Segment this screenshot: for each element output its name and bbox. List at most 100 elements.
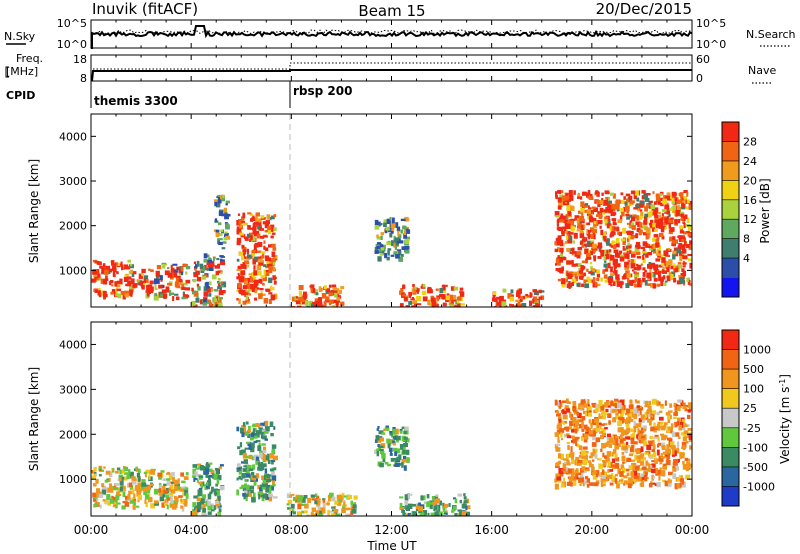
echo-cell [559, 420, 565, 424]
echo-cell [586, 412, 589, 417]
echo-cell [581, 421, 584, 427]
colorbar-tick-label: 4 [743, 252, 750, 265]
echo-cell [209, 265, 214, 271]
echo-cell [668, 471, 673, 476]
echo-cell [619, 479, 624, 482]
echo-cell [582, 459, 588, 466]
echo-cell [92, 497, 98, 502]
echo-cell [624, 273, 627, 278]
echo-cell [685, 466, 689, 472]
echo-cell [392, 435, 396, 441]
echo-cell [629, 250, 632, 254]
echo-cell [650, 272, 654, 278]
echo-cell [144, 473, 147, 478]
echo-cell [193, 495, 198, 499]
echo-cell [631, 200, 635, 204]
echo-cell [244, 462, 248, 467]
echo-cell [561, 266, 564, 272]
echo-cell [209, 462, 213, 465]
echo-cell [673, 402, 677, 407]
echo-cell [101, 483, 105, 488]
echo-cell [561, 282, 566, 288]
echo-cell [492, 294, 496, 297]
x-tick-label: 12:00 [374, 523, 409, 537]
echo-cell [580, 399, 586, 405]
echo-cell [681, 268, 685, 272]
echo-cell [688, 244, 692, 250]
echo-cell [180, 498, 183, 502]
echo-cell [605, 249, 609, 254]
echo-cell [222, 241, 227, 244]
echo-cell [583, 205, 587, 208]
echo-cell [191, 300, 196, 306]
echo-cell [270, 224, 275, 230]
echo-cell [631, 225, 636, 230]
echo-cell [533, 300, 539, 305]
colorbar-tick-label: 16 [743, 194, 757, 207]
echo-cell [594, 453, 598, 459]
echo-cell [325, 288, 331, 292]
echo-cell [180, 472, 184, 477]
echo-cell [521, 303, 527, 307]
echo-cell [182, 498, 188, 505]
echo-cell [123, 472, 129, 475]
echo-cell [599, 225, 602, 229]
echo-cell [660, 221, 666, 226]
echo-cell [568, 281, 571, 286]
echo-cell [180, 499, 185, 504]
echo-cell [407, 503, 413, 509]
echo-cell [236, 228, 242, 235]
echo-cell [627, 280, 633, 286]
echo-cell [673, 412, 678, 416]
echo-cell [614, 478, 618, 484]
echo-cell [388, 447, 393, 452]
echo-cell [245, 294, 249, 301]
echo-cell [395, 448, 401, 454]
echo-cell [626, 237, 630, 243]
echo-cell [676, 199, 680, 205]
echo-cell [595, 404, 599, 408]
echo-cell [438, 511, 443, 516]
echo-cell [538, 289, 542, 294]
echo-cell [577, 412, 582, 419]
echo-cell [582, 482, 585, 487]
echo-cell [555, 191, 558, 197]
echo-cell [308, 300, 313, 307]
echo-cell [661, 257, 666, 263]
echo-cell [562, 462, 567, 469]
colorbar-tick-label: -500 [743, 461, 768, 474]
echo-cell [575, 456, 580, 461]
echo-cell [262, 493, 267, 499]
echo-cell [584, 283, 590, 289]
echo-cell [569, 452, 575, 456]
echo-cell [153, 500, 159, 504]
x-tick-label: 16:00 [474, 523, 509, 537]
echo-cell [555, 479, 559, 482]
echo-cell [639, 222, 643, 228]
echo-cell [209, 281, 212, 286]
echo-cell [184, 489, 188, 496]
echo-cell [316, 503, 321, 507]
colorbar-swatch [722, 349, 739, 370]
echo-cell [125, 283, 128, 287]
echo-cell [271, 448, 276, 454]
echo-cell [666, 267, 670, 272]
echo-cell [630, 459, 636, 462]
echo-cell [325, 502, 330, 505]
echo-cell [259, 288, 264, 291]
echo-cell [271, 471, 275, 476]
echo-cell [564, 223, 568, 229]
echo-cell [607, 469, 610, 473]
echo-cell [567, 273, 573, 279]
echo-cell [376, 450, 380, 457]
echo-cell [192, 304, 198, 307]
echo-cell [399, 240, 404, 244]
echo-cell [649, 456, 654, 460]
echo-cell [642, 232, 647, 236]
echo-cell [196, 494, 200, 497]
echo-cell [375, 435, 380, 441]
echo-cell [255, 216, 258, 223]
echo-cell [266, 289, 271, 292]
colorbar-swatch [722, 238, 739, 259]
echo-cell [225, 203, 228, 206]
